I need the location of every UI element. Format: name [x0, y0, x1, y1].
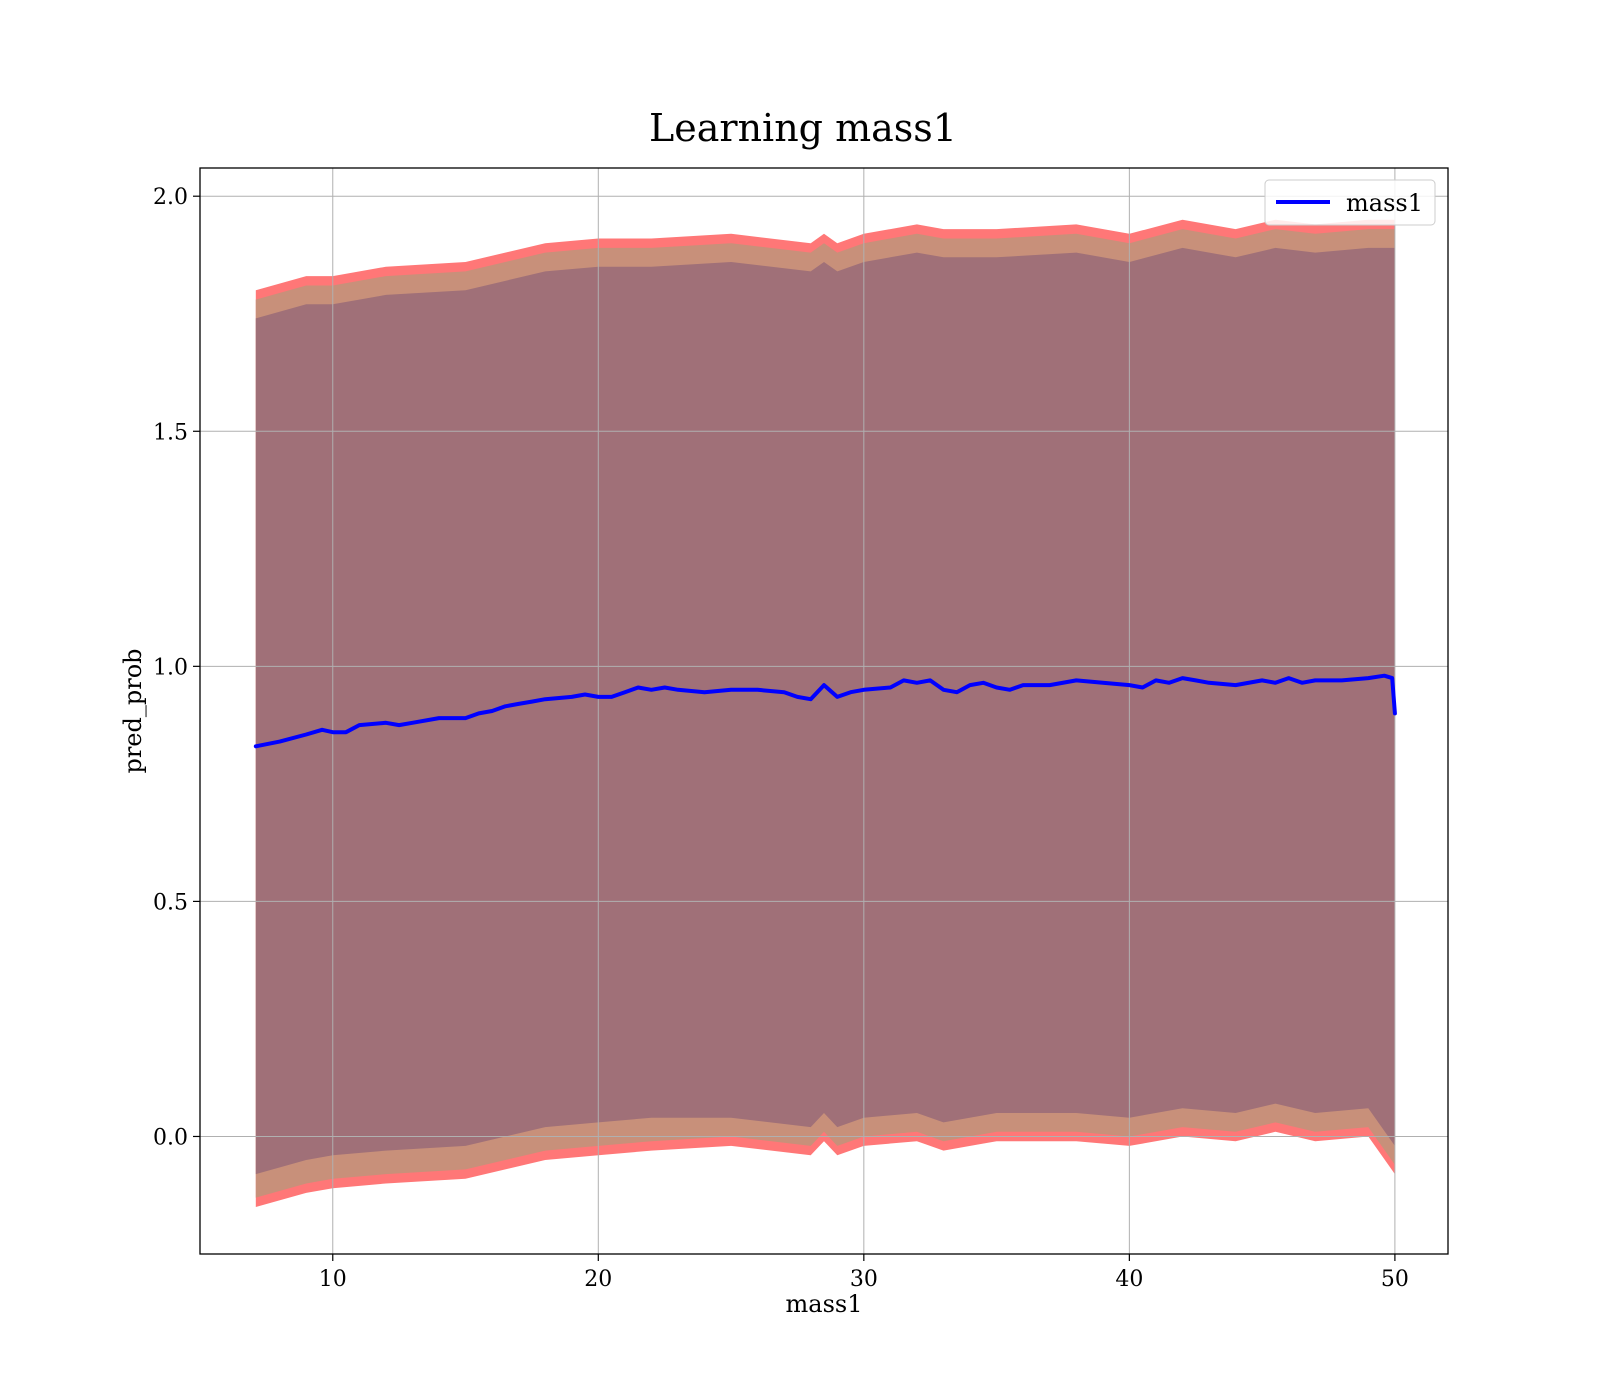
legend-label: mass1 — [1346, 189, 1423, 217]
x-axis-label: mass1 — [786, 1290, 863, 1318]
x-tick-label: 30 — [850, 1267, 878, 1292]
series-lines — [253, 673, 1397, 749]
y-tick-label: 0.5 — [153, 890, 188, 915]
y-tick-label: 1.0 — [153, 655, 188, 680]
axis-ticks: 10 20 30 40 50 0.0 0.5 1.0 1.5 2.0 — [153, 185, 1409, 1292]
legend-box — [1264, 179, 1436, 226]
plot-frame — [199, 167, 1449, 1255]
grid — [200, 168, 1448, 1254]
y-tick-label: 0.0 — [153, 1125, 188, 1150]
band-area-3 — [255, 247, 1395, 1175]
y-tick-label: 2.0 — [153, 185, 188, 210]
x-tick-label: 10 — [319, 1267, 347, 1292]
y-axis-label: pred_prob — [119, 648, 147, 773]
x-tick-label: 50 — [1381, 1267, 1409, 1292]
x-tick-label: 40 — [1115, 1267, 1143, 1292]
legend: mass1 — [1264, 179, 1436, 226]
y-tick-label: 1.5 — [153, 420, 188, 445]
confidence-bands — [255, 219, 1395, 1207]
chart-title: Learning mass1 — [649, 106, 957, 150]
x-tick-label: 20 — [584, 1267, 612, 1292]
series-line-mass1 — [253, 673, 1397, 749]
